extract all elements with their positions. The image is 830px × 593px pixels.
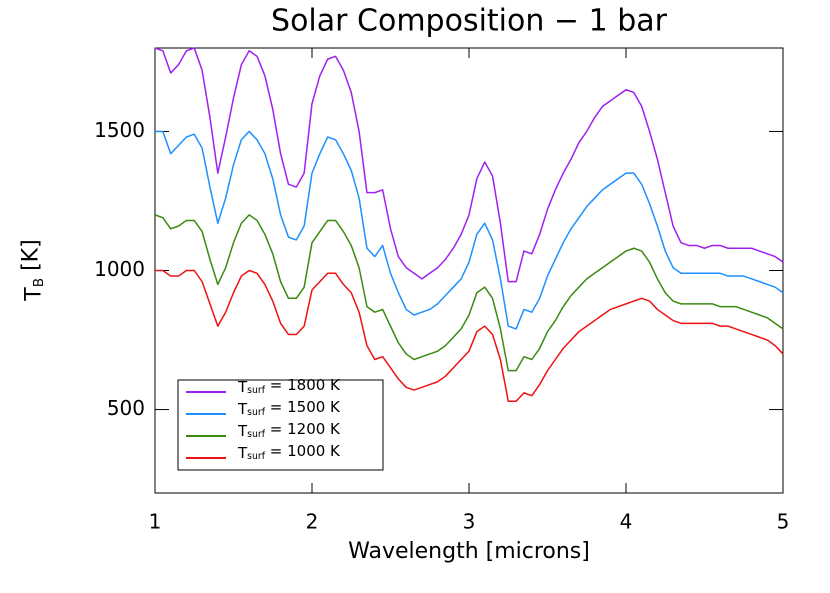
legend-label: Tsurf = 1000 K (237, 441, 341, 461)
chart-title: Solar Composition − 1 bar (271, 4, 668, 39)
x-axis-label: Wavelength [microns] (348, 539, 590, 564)
y-tick-label: 500 (107, 396, 145, 420)
x-tick-label: 5 (777, 510, 790, 534)
x-tick-label: 2 (306, 510, 319, 534)
legend-label: Tsurf = 1500 K (237, 397, 341, 417)
y-tick-label: 1500 (94, 118, 145, 142)
series-line (155, 269, 784, 402)
y-tick-label: 1000 (94, 257, 145, 281)
series-line (154, 214, 784, 372)
y-axis-label: TB [K] (18, 239, 47, 301)
legend-label: Tsurf = 1200 K (237, 419, 341, 439)
series-line (154, 47, 784, 283)
x-tick-label: 3 (463, 510, 476, 534)
x-tick-label: 4 (620, 510, 633, 534)
legend-label: Tsurf = 1800 K (237, 375, 341, 395)
series-line (155, 130, 784, 330)
x-tick-label: 1 (149, 510, 162, 534)
legend-box (177, 379, 384, 471)
